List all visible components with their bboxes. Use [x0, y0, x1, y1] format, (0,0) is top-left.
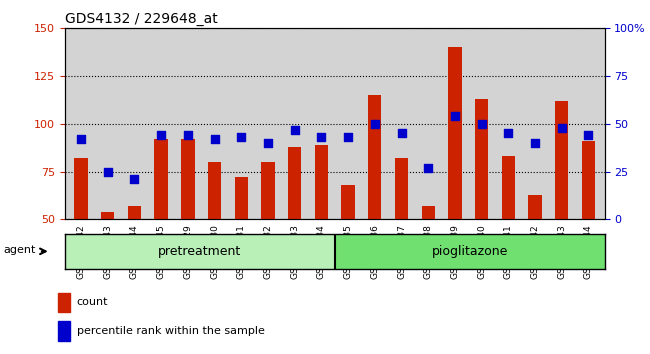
Point [156, 132, 166, 138]
Text: pretreatment: pretreatment [158, 245, 242, 258]
Point [343, 135, 354, 140]
Text: GDS4132 / 229648_at: GDS4132 / 229648_at [65, 12, 218, 26]
Point [289, 127, 300, 132]
Bar [235, 177, 248, 219]
Bar [101, 212, 114, 219]
Bar [422, 206, 435, 219]
Bar [582, 141, 595, 219]
Bar [74, 158, 88, 219]
Point [450, 113, 460, 119]
Point [583, 132, 593, 138]
Point [503, 131, 514, 136]
Point [209, 136, 220, 142]
Bar [475, 99, 488, 219]
Point [316, 135, 326, 140]
Point [530, 140, 540, 146]
Text: count: count [77, 297, 109, 307]
Bar [128, 206, 141, 219]
Point [370, 121, 380, 127]
Point [396, 131, 407, 136]
Point [556, 125, 567, 131]
Bar [65, 234, 335, 269]
Point [476, 121, 487, 127]
Bar [395, 158, 408, 219]
Text: percentile rank within the sample: percentile rank within the sample [77, 326, 265, 336]
Bar [57, 321, 70, 341]
Bar [502, 156, 515, 219]
Bar [261, 162, 275, 219]
Bar [448, 47, 461, 219]
Point [76, 136, 86, 142]
Bar [181, 139, 194, 219]
Point [103, 169, 113, 175]
Bar [335, 234, 604, 269]
Point [423, 165, 434, 171]
Bar [155, 139, 168, 219]
Point [129, 177, 140, 182]
Point [236, 135, 246, 140]
Bar [368, 95, 382, 219]
Bar [57, 293, 70, 312]
Bar [208, 162, 221, 219]
Bar [555, 101, 569, 219]
Bar [528, 195, 541, 219]
Text: pioglitazone: pioglitazone [432, 245, 508, 258]
Point [183, 132, 193, 138]
Bar [315, 145, 328, 219]
Bar [341, 185, 355, 219]
Text: agent: agent [3, 245, 36, 255]
Point [263, 140, 273, 146]
Bar [288, 147, 302, 219]
